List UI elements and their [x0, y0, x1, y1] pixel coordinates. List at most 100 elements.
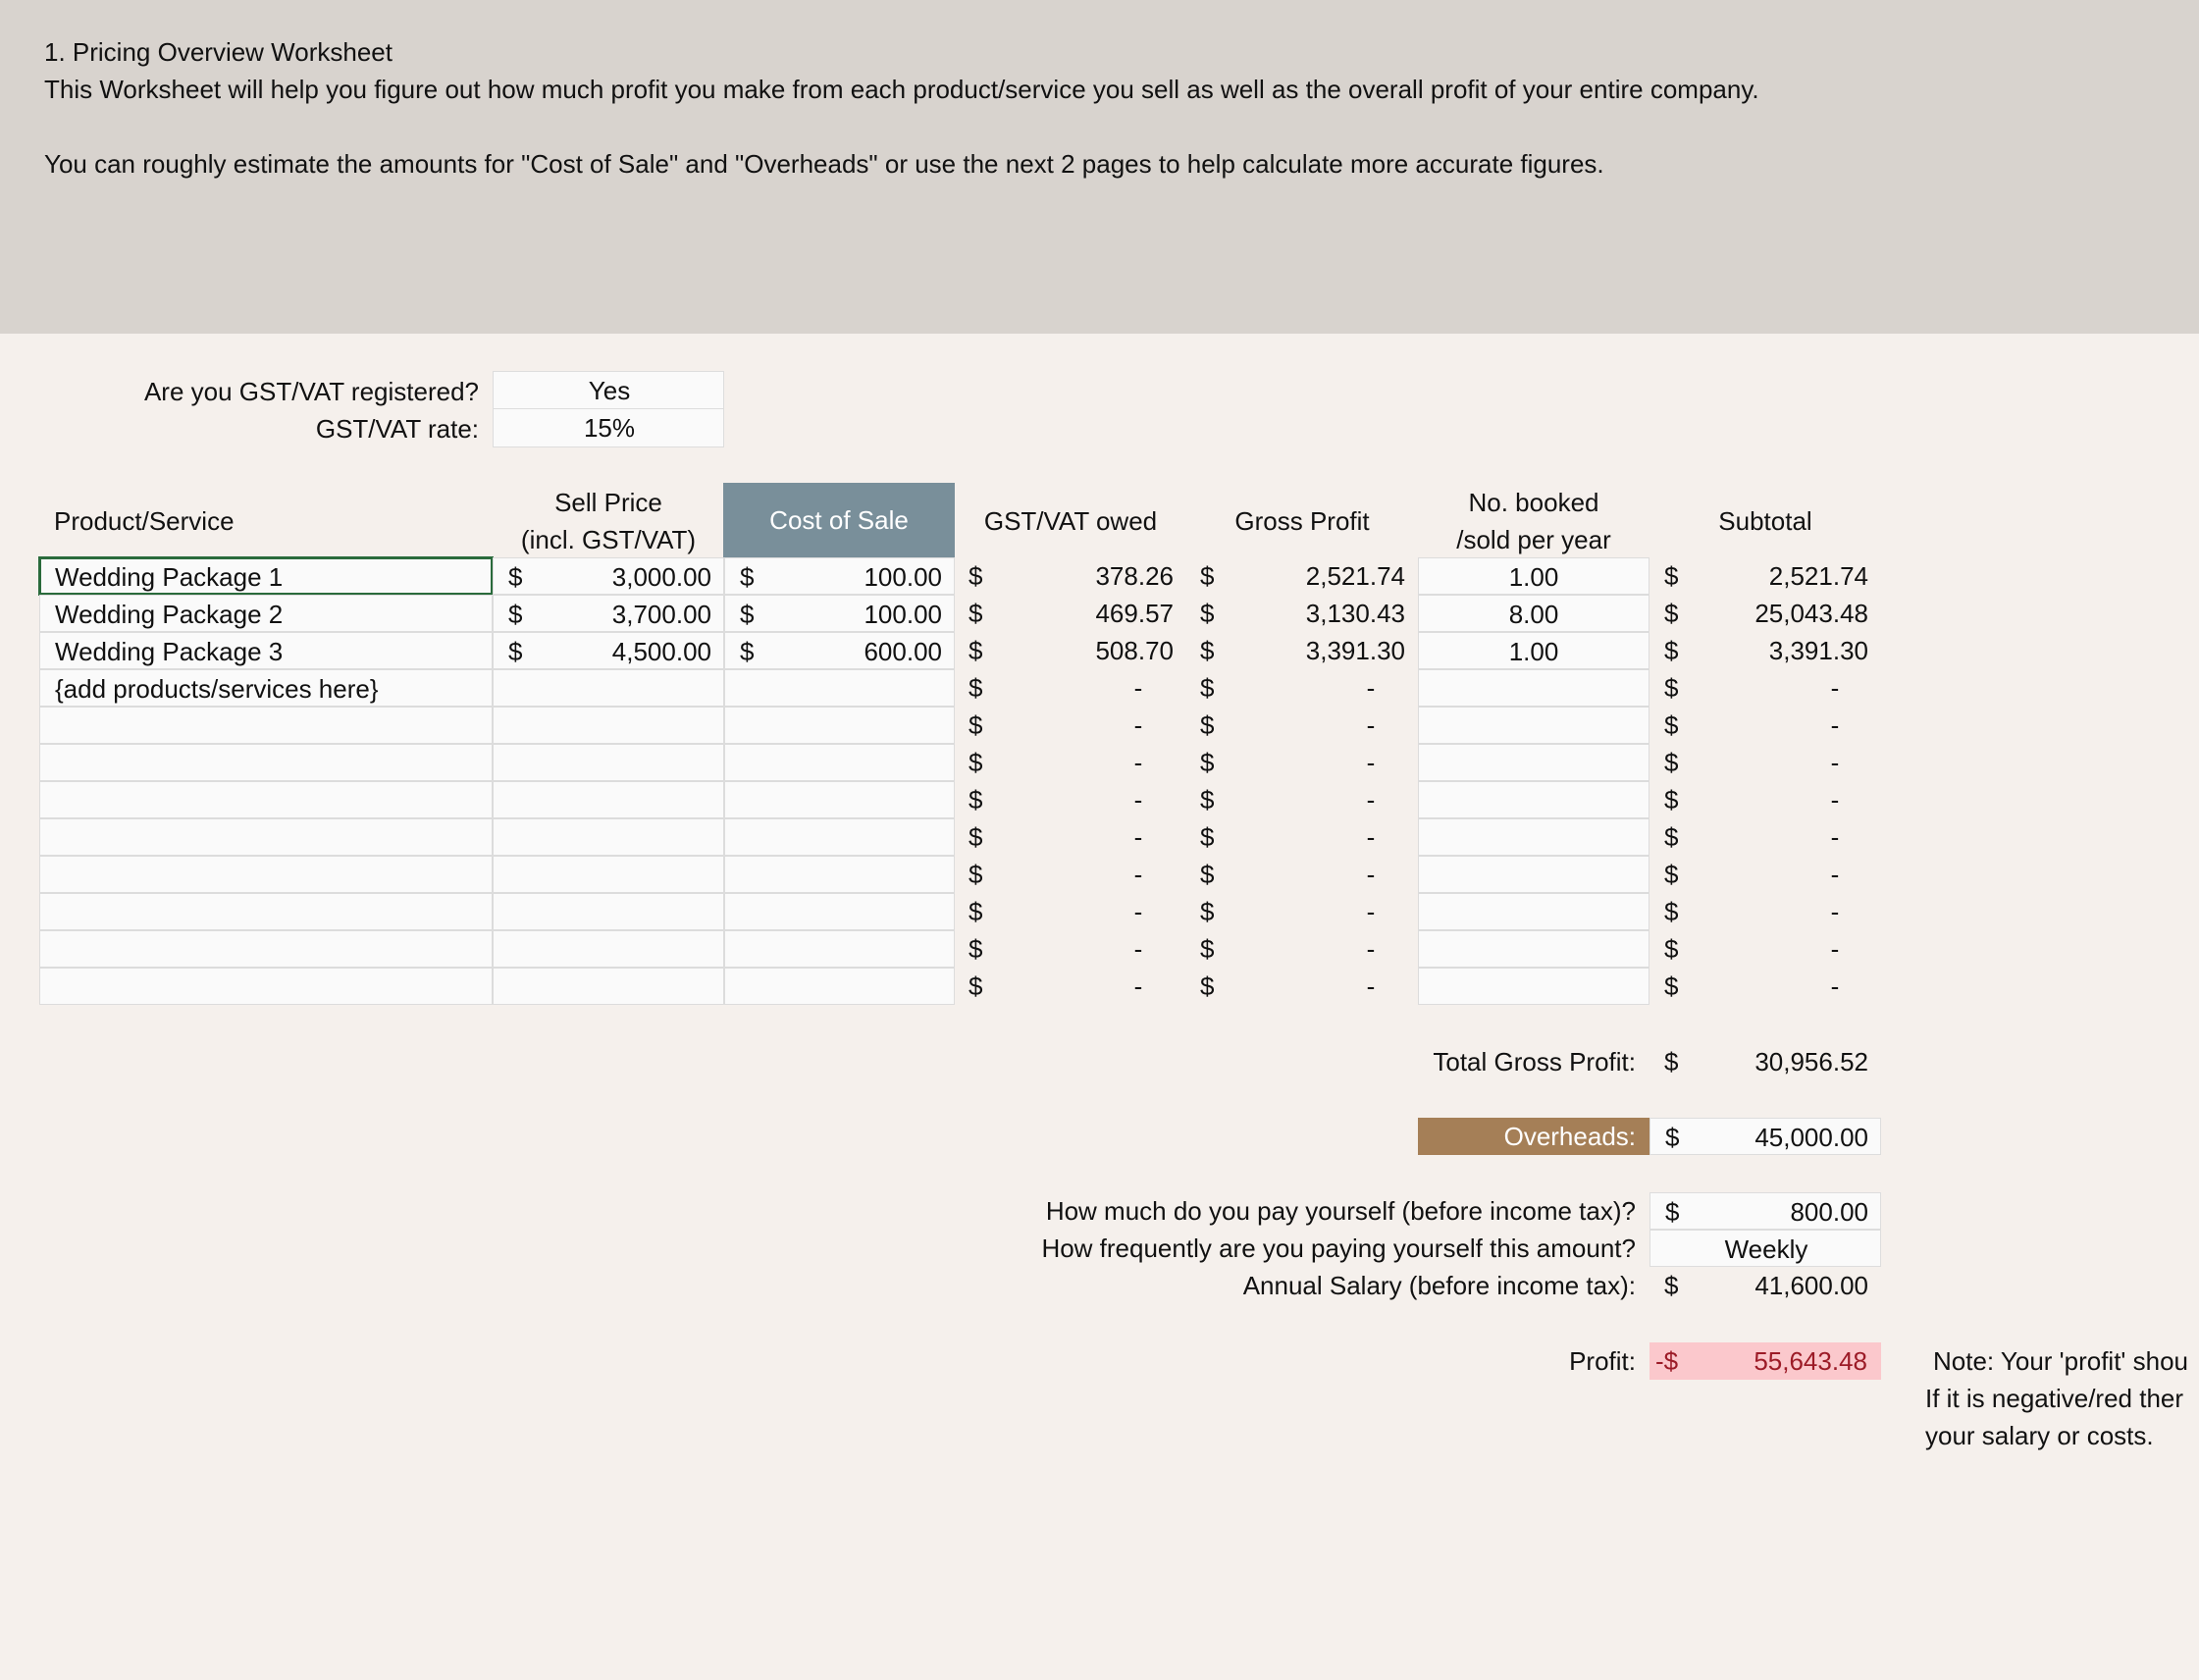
product-name-cell[interactable]	[39, 707, 493, 744]
cost-of-sale-cell[interactable]	[724, 968, 955, 1005]
cost-of-sale-cell[interactable]	[724, 930, 955, 968]
cost-of-sale-cell[interactable]	[724, 818, 955, 856]
booked-count-cell[interactable]	[1418, 707, 1649, 744]
gross-profit-value: -	[1366, 934, 1376, 964]
pay-currency: $	[1665, 1197, 1680, 1227]
product-name-cell[interactable]	[39, 968, 493, 1005]
gst-rate-cell[interactable]: 15%	[493, 408, 724, 447]
currency-symbol: $	[1664, 785, 1679, 814]
booked-count-cell[interactable]: 1.00	[1418, 632, 1649, 669]
product-name-cell[interactable]	[39, 930, 493, 968]
cost-of-sale-cell[interactable]: $100.00	[724, 557, 955, 595]
product-name-cell[interactable]: {add products/services here}	[39, 669, 493, 707]
subtotal-value: -	[1830, 822, 1840, 852]
annual-salary-value: 41,600.00	[1754, 1271, 1868, 1300]
cost-of-sale-cell[interactable]	[724, 893, 955, 930]
cost-of-sale-cell[interactable]	[724, 744, 955, 781]
sell-price-cell[interactable]	[493, 707, 724, 744]
total-gross-profit-value: 30,956.52	[1754, 1047, 1868, 1076]
sell-price-cell[interactable]	[493, 893, 724, 930]
cost-of-sale-cell[interactable]: $600.00	[724, 632, 955, 669]
cost-of-sale-cell[interactable]: $100.00	[724, 595, 955, 632]
subtotal-value: 2,521.74	[1768, 561, 1868, 591]
booked-count-cell[interactable]: 8.00	[1418, 595, 1649, 632]
currency-symbol: $	[508, 637, 523, 666]
gst-registered-value: Yes	[588, 376, 631, 405]
total-gross-profit-currency: $	[1664, 1047, 1679, 1076]
booked-count-cell[interactable]	[1418, 893, 1649, 930]
sell-price-value: 3,000.00	[611, 562, 711, 592]
product-name-cell[interactable]: Wedding Package 1	[38, 556, 494, 596]
sell-price-cell[interactable]: $3,000.00	[493, 557, 724, 595]
gst-owed-value: -	[1133, 897, 1143, 926]
gst-owed-value: -	[1133, 748, 1143, 777]
subtotal-value: -	[1830, 897, 1840, 926]
currency-symbol: $	[969, 561, 983, 591]
cost-of-sale-cell[interactable]	[724, 669, 955, 707]
gst-registered-cell[interactable]: Yes	[493, 371, 724, 410]
currency-symbol: $	[969, 673, 983, 703]
currency-symbol: $	[969, 636, 983, 665]
gross-profit-value: -	[1366, 748, 1376, 777]
sell-price-cell[interactable]	[493, 968, 724, 1005]
booked-count-cell[interactable]	[1418, 818, 1649, 856]
gst-owed-value: -	[1133, 785, 1143, 814]
sell-price-cell[interactable]: $4,500.00	[493, 632, 724, 669]
pay-cell[interactable]: $ 800.00	[1649, 1192, 1881, 1230]
booked-count-cell[interactable]	[1418, 856, 1649, 893]
cost-of-sale-cell[interactable]	[724, 781, 955, 818]
booked-count-cell[interactable]	[1418, 781, 1649, 818]
booked-count-cell[interactable]	[1418, 744, 1649, 781]
product-name-cell[interactable]	[39, 893, 493, 930]
product-name-cell[interactable]	[39, 818, 493, 856]
currency-symbol: $	[740, 637, 755, 666]
sell-price-cell[interactable]	[493, 930, 724, 968]
gross-profit-value: -	[1366, 897, 1376, 926]
product-name-cell[interactable]	[39, 781, 493, 818]
gst-rate-label: GST/VAT rate:	[315, 414, 479, 444]
sell-price-value: 4,500.00	[611, 637, 711, 666]
booked-count-cell[interactable]	[1418, 669, 1649, 707]
currency-symbol: $	[969, 785, 983, 814]
currency-symbol: $	[1200, 673, 1215, 703]
overheads-cell[interactable]: $ 45,000.00	[1649, 1118, 1881, 1155]
sell-price-cell[interactable]	[493, 744, 724, 781]
currency-symbol: $	[1200, 971, 1215, 1001]
product-name-cell[interactable]: Wedding Package 2	[39, 595, 493, 632]
header-booked-sub: /sold per year	[1456, 525, 1611, 554]
currency-symbol: $	[1664, 673, 1679, 703]
gst-owed-value: 469.57	[1095, 599, 1174, 628]
sell-price-cell[interactable]	[493, 856, 724, 893]
booked-count-cell[interactable]	[1418, 930, 1649, 968]
currency-symbol: $	[1664, 971, 1679, 1001]
overheads-currency: $	[1665, 1123, 1680, 1152]
cost-of-sale-cell[interactable]	[724, 707, 955, 744]
sell-price-cell[interactable]	[493, 818, 724, 856]
table-row: $ - $ - $ -	[0, 818, 2199, 856]
sell-price-cell[interactable]	[493, 669, 724, 707]
frequency-value: Weekly	[1724, 1234, 1808, 1264]
subtotal-value: -	[1830, 971, 1840, 1001]
gross-profit-value: -	[1366, 710, 1376, 740]
pay-label: How much do you pay yourself (before inc…	[1045, 1196, 1636, 1226]
currency-symbol: $	[508, 562, 523, 592]
product-name-cell[interactable]	[39, 856, 493, 893]
product-name-cell[interactable]: Wedding Package 3	[39, 632, 493, 669]
sell-price-cell[interactable]	[493, 781, 724, 818]
currency-symbol: $	[969, 860, 983, 889]
annual-salary-currency: $	[1664, 1271, 1679, 1300]
gst-owed-value: -	[1133, 971, 1143, 1001]
booked-count-cell[interactable]	[1418, 968, 1649, 1005]
table-row: $ - $ - $ -	[0, 707, 2199, 744]
sell-price-cell[interactable]: $3,700.00	[493, 595, 724, 632]
product-name-cell[interactable]	[39, 744, 493, 781]
cost-of-sale-cell[interactable]	[724, 856, 955, 893]
currency-symbol: $	[1664, 561, 1679, 591]
total-gross-profit-label: Total Gross Profit:	[1433, 1047, 1636, 1076]
table-row: $ - $ - $ -	[0, 968, 2199, 1005]
currency-symbol: $	[969, 599, 983, 628]
frequency-cell[interactable]: Weekly	[1649, 1230, 1881, 1267]
gst-owed-value: 378.26	[1095, 561, 1174, 591]
booked-count-cell[interactable]: 1.00	[1418, 557, 1649, 595]
currency-symbol: $	[969, 971, 983, 1001]
